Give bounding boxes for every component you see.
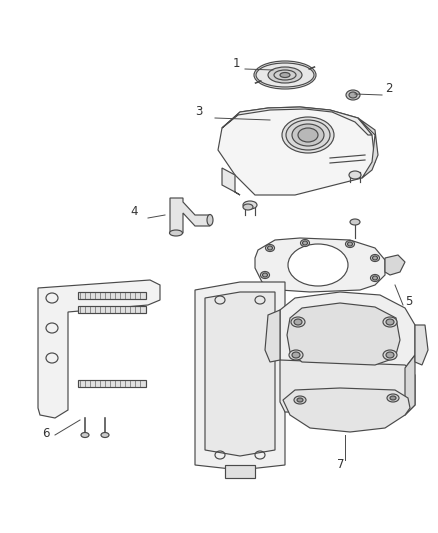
Ellipse shape	[280, 72, 290, 77]
Bar	[78, 306, 146, 313]
Ellipse shape	[294, 396, 306, 404]
Ellipse shape	[298, 128, 318, 142]
Text: 2: 2	[385, 82, 392, 95]
Text: 1: 1	[233, 57, 240, 70]
Polygon shape	[255, 238, 385, 292]
Ellipse shape	[372, 256, 378, 260]
Text: 6: 6	[42, 427, 49, 440]
Ellipse shape	[243, 204, 253, 210]
Ellipse shape	[292, 124, 324, 146]
Polygon shape	[385, 255, 405, 275]
Bar	[78, 292, 146, 299]
Ellipse shape	[349, 92, 357, 98]
Ellipse shape	[286, 120, 330, 150]
Ellipse shape	[386, 319, 394, 325]
Ellipse shape	[372, 276, 378, 280]
Polygon shape	[38, 280, 160, 418]
Ellipse shape	[371, 274, 379, 281]
Text: 3: 3	[195, 105, 202, 118]
Polygon shape	[280, 360, 415, 415]
Polygon shape	[265, 310, 280, 362]
Polygon shape	[218, 107, 375, 195]
Ellipse shape	[386, 352, 394, 358]
Polygon shape	[280, 292, 415, 375]
Polygon shape	[222, 107, 372, 135]
Text: 4: 4	[130, 205, 138, 218]
Ellipse shape	[346, 240, 354, 247]
Polygon shape	[195, 282, 285, 470]
Polygon shape	[287, 303, 400, 365]
Polygon shape	[222, 168, 240, 195]
Ellipse shape	[390, 396, 396, 400]
Text: 5: 5	[405, 295, 412, 308]
Ellipse shape	[289, 350, 303, 360]
Polygon shape	[415, 325, 428, 365]
Ellipse shape	[268, 67, 302, 83]
Ellipse shape	[300, 239, 310, 246]
Ellipse shape	[262, 273, 268, 277]
Ellipse shape	[254, 61, 316, 89]
Polygon shape	[205, 292, 275, 456]
Ellipse shape	[350, 219, 360, 225]
Ellipse shape	[261, 271, 269, 279]
Ellipse shape	[207, 214, 213, 225]
Ellipse shape	[383, 350, 397, 360]
Ellipse shape	[294, 319, 302, 325]
Ellipse shape	[349, 171, 361, 179]
Ellipse shape	[282, 117, 334, 153]
Ellipse shape	[347, 242, 353, 246]
Polygon shape	[283, 388, 410, 432]
Ellipse shape	[288, 244, 348, 286]
Polygon shape	[405, 355, 415, 415]
Ellipse shape	[387, 394, 399, 402]
Ellipse shape	[346, 90, 360, 100]
Text: 7: 7	[337, 458, 345, 471]
Ellipse shape	[265, 245, 275, 252]
Ellipse shape	[371, 254, 379, 262]
Ellipse shape	[170, 230, 183, 236]
Bar	[78, 380, 146, 387]
Ellipse shape	[303, 241, 307, 245]
Polygon shape	[170, 198, 210, 233]
Ellipse shape	[297, 398, 303, 402]
Polygon shape	[358, 118, 378, 178]
Ellipse shape	[292, 352, 300, 358]
Ellipse shape	[101, 432, 109, 438]
Ellipse shape	[243, 201, 257, 209]
Ellipse shape	[268, 246, 272, 250]
Ellipse shape	[81, 432, 89, 438]
Polygon shape	[225, 465, 255, 478]
Ellipse shape	[291, 317, 305, 327]
Ellipse shape	[383, 317, 397, 327]
